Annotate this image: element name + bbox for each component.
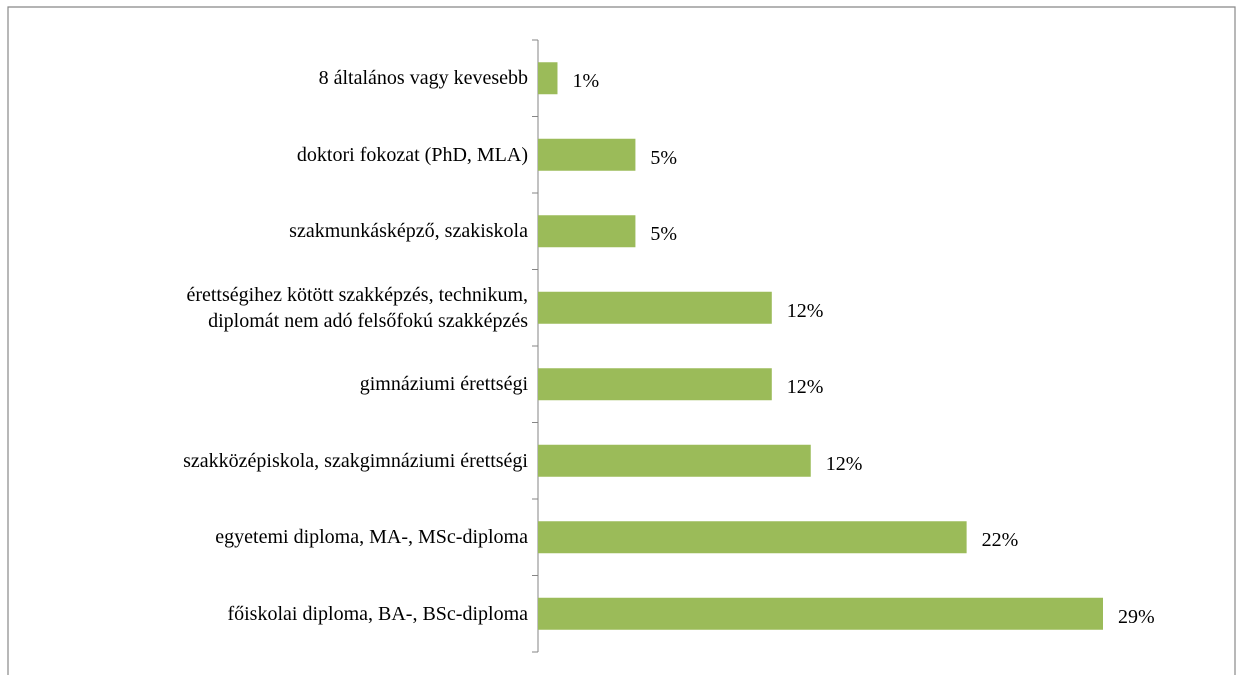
- category-label: szakközépiskola, szakgimnáziumi érettség…: [183, 449, 528, 472]
- value-label: 29%: [1118, 605, 1155, 628]
- bar: [538, 521, 967, 554]
- category-label: főiskolai diploma, BA-, BSc-diploma: [227, 602, 528, 625]
- category-label: 8 általános vagy kevesebb: [318, 67, 528, 90]
- value-label: 12%: [825, 452, 863, 475]
- bar: [538, 291, 772, 324]
- bar: [538, 62, 558, 95]
- value-label: 12%: [786, 376, 824, 399]
- bar: [538, 444, 811, 477]
- category-label: szakmunkásképző, szakiskola: [289, 220, 528, 243]
- value-label: 5%: [650, 223, 678, 246]
- category-label: doktori fokozat (PhD, MLA): [296, 143, 528, 166]
- bar: [538, 138, 636, 171]
- value-label: 1%: [572, 70, 600, 93]
- category-label: egyetemi diploma, MA-, MSc-diploma: [215, 526, 528, 549]
- value-label: 5%: [650, 146, 678, 169]
- chart-border: [7, 6, 1236, 675]
- bar: [538, 368, 772, 401]
- bar: [538, 597, 1103, 630]
- category-label: érettségihez kötött szakképzés, techniku…: [186, 283, 528, 332]
- value-label: 12%: [786, 299, 824, 322]
- category-label: gimnáziumi érettségi: [359, 373, 528, 396]
- bar: [538, 215, 636, 248]
- value-label: 22%: [981, 529, 1019, 552]
